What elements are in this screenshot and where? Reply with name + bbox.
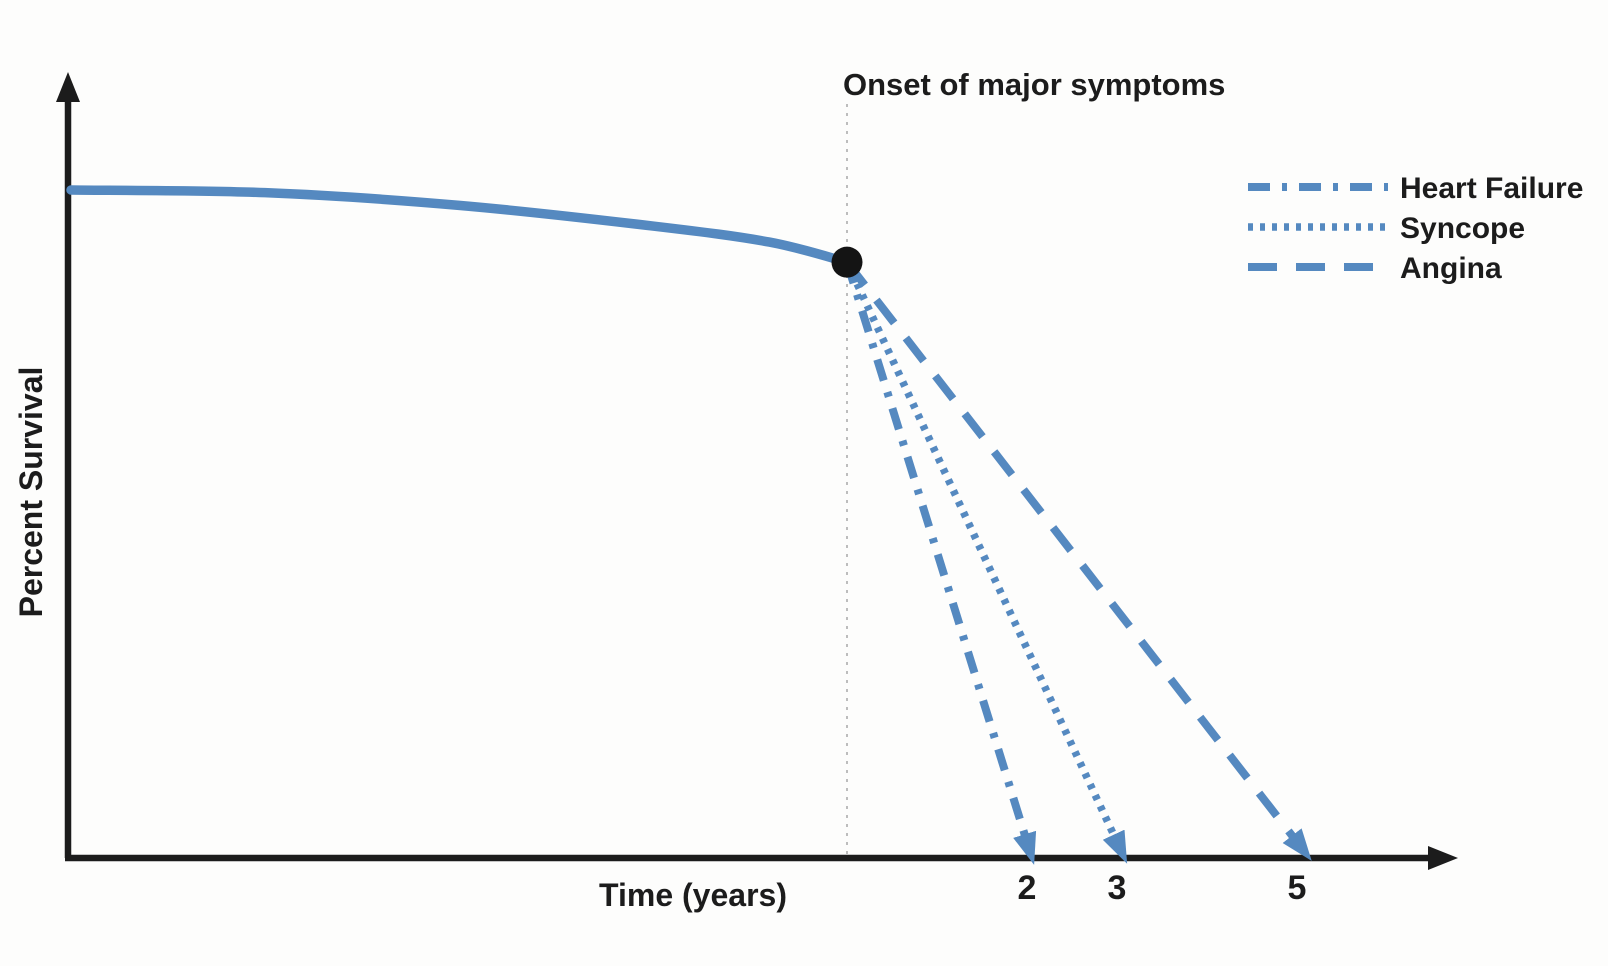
legend-label-angina: Angina xyxy=(1400,252,1502,285)
x-tick-2-years: 2 xyxy=(1018,869,1037,907)
syncope-line xyxy=(843,260,1128,864)
angina-line xyxy=(843,259,1312,861)
onset-point xyxy=(831,246,863,278)
presymptomatic-survival-curve xyxy=(66,185,852,267)
y-axis-label: Percent Survival xyxy=(13,367,49,618)
x-tick-5-years: 5 xyxy=(1288,869,1307,907)
legend-label-syncope: Syncope xyxy=(1400,212,1525,245)
x-tick-3-years: 3 xyxy=(1108,869,1127,907)
x-axis-label: Time (years) xyxy=(599,877,787,913)
legend-label-heart-failure: Heart Failure xyxy=(1400,172,1583,205)
onset-annotation: Onset of major symptoms xyxy=(843,67,1225,102)
heart-failure-line xyxy=(843,260,1037,865)
legend: Heart Failure Syncope Angina xyxy=(1248,172,1583,285)
